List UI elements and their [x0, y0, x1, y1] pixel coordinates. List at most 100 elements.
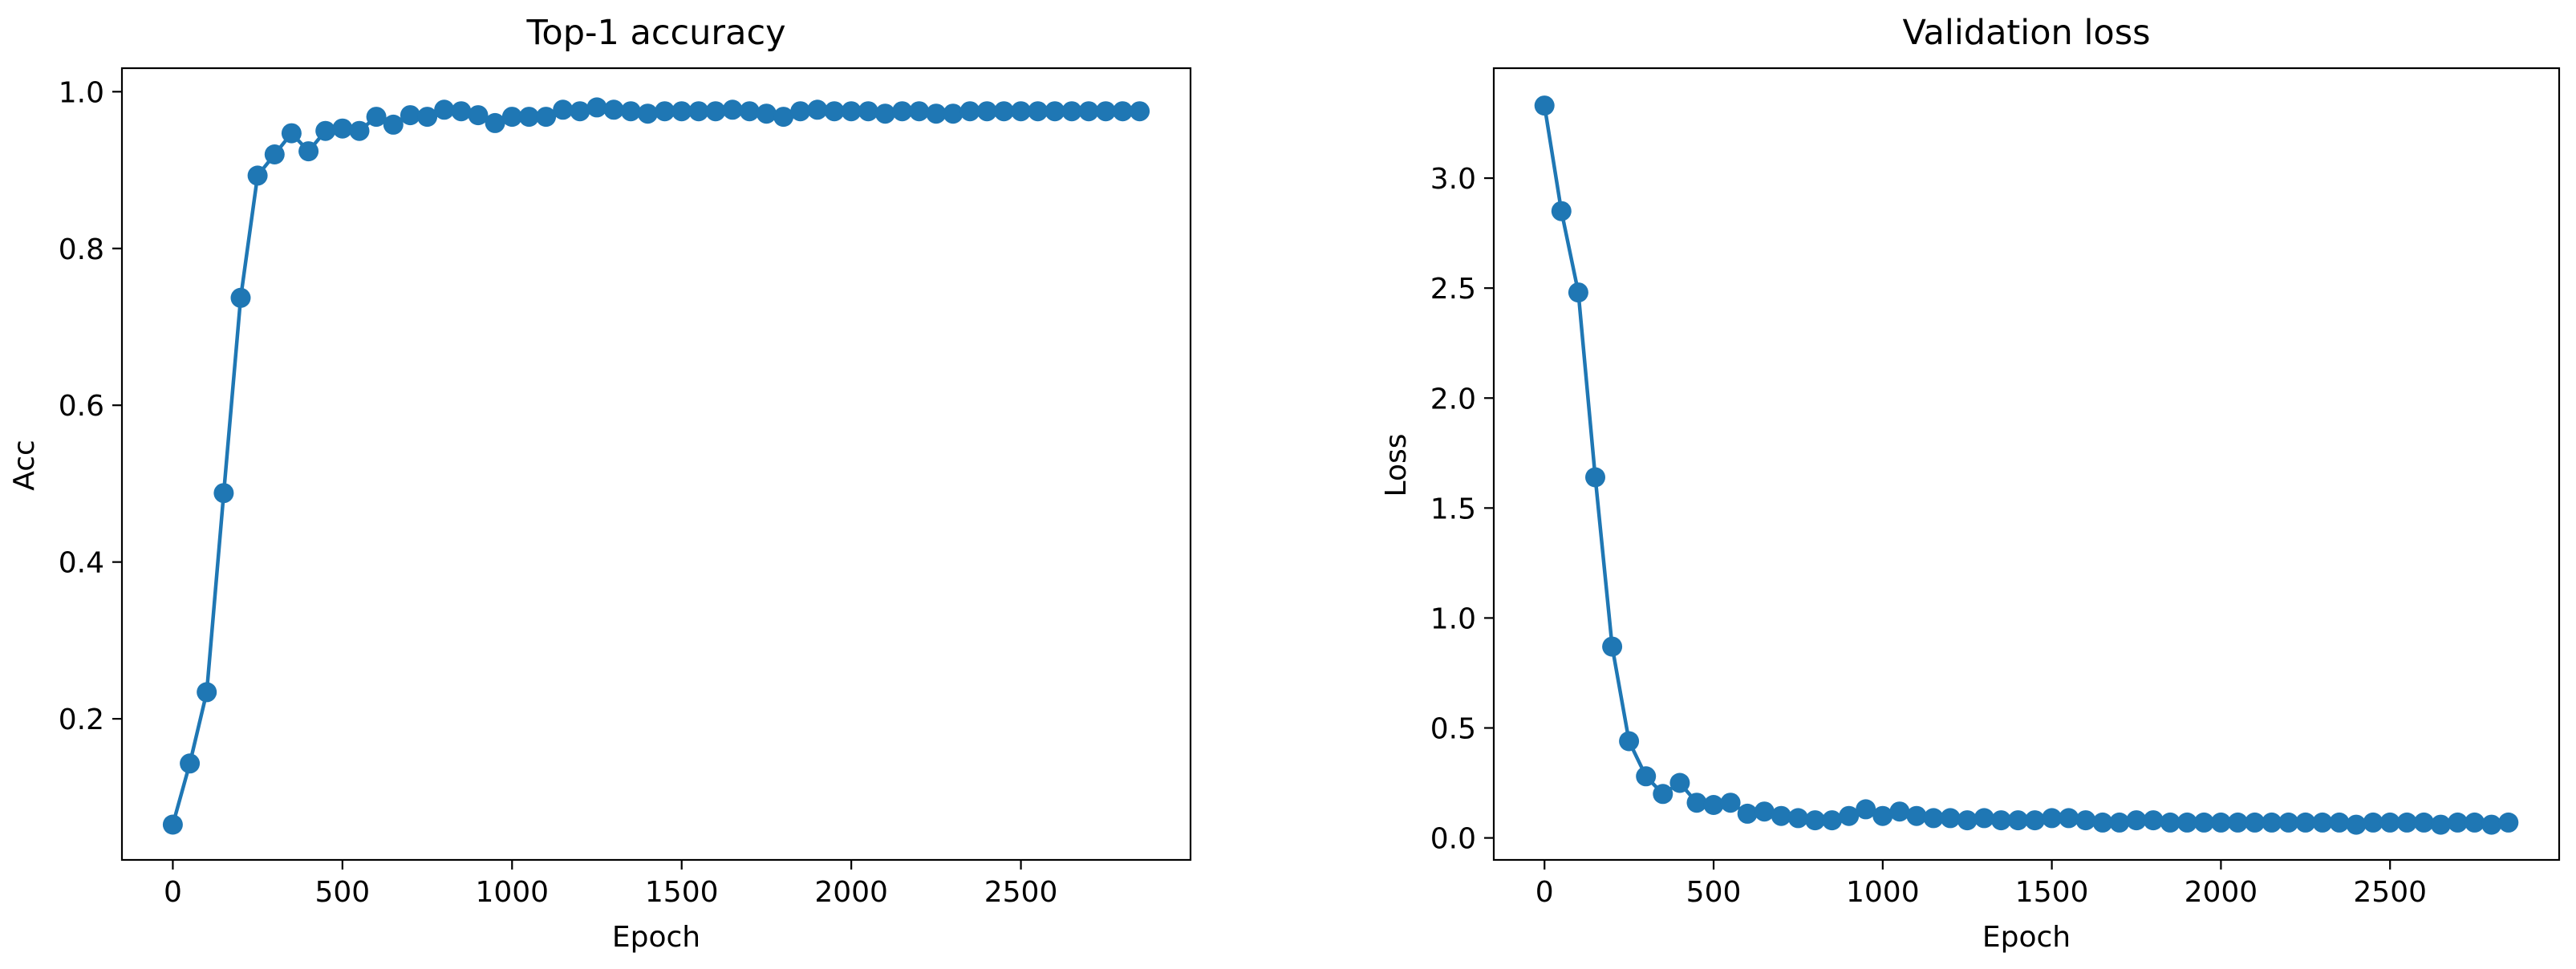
- x-tick-label: 1000: [1846, 876, 1920, 909]
- data-point: [1551, 201, 1572, 221]
- data-point: [1805, 810, 1825, 831]
- data-point: [2176, 812, 2197, 833]
- accuracy-chart: Top-1 accuracy Epoch Acc 0 500 1000 1500 200…: [8, 13, 1192, 954]
- data-point: [501, 107, 522, 128]
- data-point: [485, 112, 505, 133]
- data-point: [1720, 793, 1741, 813]
- data-point: [1940, 808, 1961, 829]
- x-tick-label: 1000: [475, 876, 549, 909]
- data-point: [2312, 812, 2333, 833]
- data-point: [366, 107, 387, 128]
- data-point: [1045, 101, 1065, 122]
- data-point: [417, 107, 438, 128]
- data-point: [2464, 812, 2485, 833]
- data-point: [1061, 101, 1082, 122]
- y-tick-label: 0.0: [1430, 823, 1476, 856]
- plot-frame: [1492, 67, 2561, 862]
- chart-title: Top-1 accuracy: [525, 13, 785, 53]
- data-point: [468, 105, 489, 126]
- data-point: [671, 101, 692, 122]
- data-point: [909, 101, 930, 122]
- data-point: [959, 101, 980, 122]
- data-point: [1130, 101, 1150, 122]
- data-point: [451, 101, 472, 122]
- data-point: [2295, 812, 2316, 833]
- data-point: [2092, 812, 2113, 833]
- data-point: [2262, 812, 2282, 833]
- data-point: [1856, 799, 1876, 820]
- data-point: [2498, 812, 2519, 833]
- data-point: [1686, 793, 1707, 813]
- data-point: [2346, 814, 2367, 835]
- data-point: [1095, 101, 1116, 122]
- data-point: [1822, 810, 1843, 831]
- data-point: [1923, 808, 1944, 829]
- data-point: [434, 99, 455, 120]
- y-tick-label: 1.5: [1430, 493, 1476, 525]
- y-tick-label: 0.8: [59, 233, 104, 266]
- data-point: [197, 682, 217, 703]
- data-point: [1754, 801, 1775, 822]
- x-tick-label: 1500: [2015, 876, 2089, 909]
- data-point: [1534, 95, 1555, 116]
- data-point: [1990, 810, 2011, 831]
- data-point: [2143, 810, 2164, 831]
- data-point: [1619, 731, 1640, 752]
- data-point: [2210, 812, 2231, 833]
- y-tick-label: 3.0: [1430, 163, 1476, 196]
- y-tick-label: 0.5: [1430, 713, 1476, 746]
- data-point: [2430, 814, 2451, 835]
- data-point: [824, 101, 845, 122]
- y-tick-label: 1.0: [59, 76, 104, 109]
- loss-chart: Validation loss Epoch Loss 0 500 1000 1500 2…: [1380, 13, 2561, 954]
- data-point: [858, 101, 878, 122]
- series-marks: [1534, 95, 2519, 835]
- data-point: [298, 141, 319, 162]
- data-point: [1602, 636, 1623, 657]
- series-line: [1542, 103, 2511, 827]
- data-point: [1872, 805, 1893, 826]
- x-tick-label: 2500: [984, 876, 1058, 909]
- data-point: [773, 107, 794, 128]
- data-point: [976, 101, 997, 122]
- data-point: [655, 101, 675, 122]
- data-point: [2396, 812, 2417, 833]
- data-point: [926, 103, 947, 124]
- data-point: [705, 101, 726, 122]
- x-axis-label: Epoch: [1982, 921, 2071, 954]
- data-point: [620, 101, 641, 122]
- data-point: [807, 99, 828, 120]
- plot-frame: [120, 67, 1192, 862]
- data-point: [603, 99, 624, 120]
- data-point: [722, 99, 743, 120]
- data-point: [2481, 814, 2502, 835]
- data-point: [1889, 801, 1910, 822]
- data-point: [400, 105, 420, 126]
- data-point: [1653, 784, 1673, 805]
- data-point: [2109, 812, 2130, 833]
- y-tick-label: 0.4: [59, 547, 104, 580]
- data-point: [2025, 810, 2045, 831]
- data-point: [2413, 812, 2434, 833]
- x-tick-label: 1500: [645, 876, 719, 909]
- y-tick-label: 0.6: [59, 390, 104, 423]
- data-point: [264, 144, 285, 164]
- data-point: [315, 120, 336, 141]
- x-tick-label: 2000: [814, 876, 888, 909]
- x-tick-label: 500: [1686, 876, 1742, 909]
- data-point: [349, 120, 370, 141]
- data-point: [332, 118, 353, 139]
- data-point: [1974, 808, 1994, 829]
- data-point: [739, 101, 760, 122]
- x-tick-label: 500: [314, 876, 370, 909]
- data-point: [1737, 803, 1758, 824]
- data-point: [790, 101, 811, 122]
- data-point: [586, 97, 607, 118]
- data-point: [1078, 101, 1099, 122]
- data-point: [570, 101, 590, 122]
- data-point: [2245, 812, 2266, 833]
- data-point: [281, 123, 302, 144]
- data-point: [874, 103, 895, 124]
- data-point: [1839, 805, 1860, 826]
